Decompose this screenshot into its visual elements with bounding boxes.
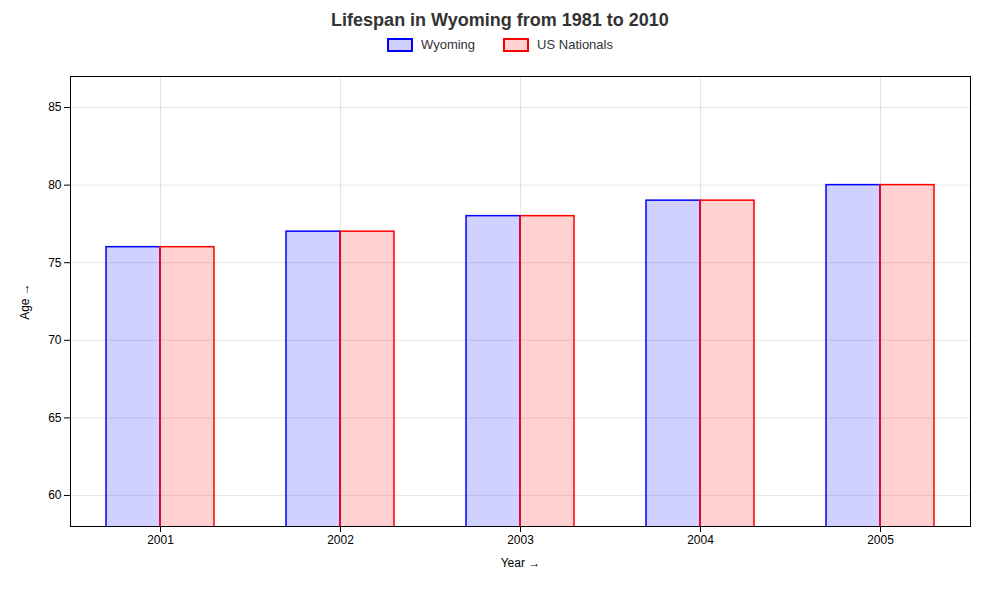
- svg-text:Year →: Year →: [501, 556, 541, 570]
- svg-text:65: 65: [48, 411, 62, 425]
- svg-text:60: 60: [48, 488, 62, 502]
- svg-text:2003: 2003: [507, 533, 534, 547]
- html-text:US Nationals: US Nationals: [537, 37, 613, 52]
- svg-text:85: 85: [48, 100, 62, 114]
- svg-text:2002: 2002: [327, 533, 354, 547]
- svg-text:2005: 2005: [867, 533, 894, 547]
- svg-text:2004: 2004: [687, 533, 714, 547]
- html-text:Lifespan in Wyoming from 1981: Lifespan in Wyoming from 1981 to 2010: [331, 10, 669, 30]
- svg-text:70: 70: [48, 333, 62, 347]
- svg-text:80: 80: [48, 178, 62, 192]
- svg-text:2001: 2001: [147, 533, 174, 547]
- svg-text:Age →: Age →: [18, 283, 32, 320]
- html-text:Wyoming: Wyoming: [421, 37, 476, 52]
- svg-text:75: 75: [48, 256, 62, 270]
